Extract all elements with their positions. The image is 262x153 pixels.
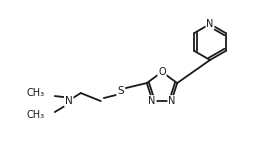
Text: S: S bbox=[117, 86, 124, 96]
Text: O: O bbox=[158, 67, 166, 77]
Text: CH₃: CH₃ bbox=[27, 110, 45, 120]
Text: CH₃: CH₃ bbox=[27, 88, 45, 98]
Text: N: N bbox=[206, 19, 214, 29]
Text: N: N bbox=[168, 96, 176, 106]
Text: N: N bbox=[65, 96, 73, 106]
Text: N: N bbox=[148, 96, 156, 106]
